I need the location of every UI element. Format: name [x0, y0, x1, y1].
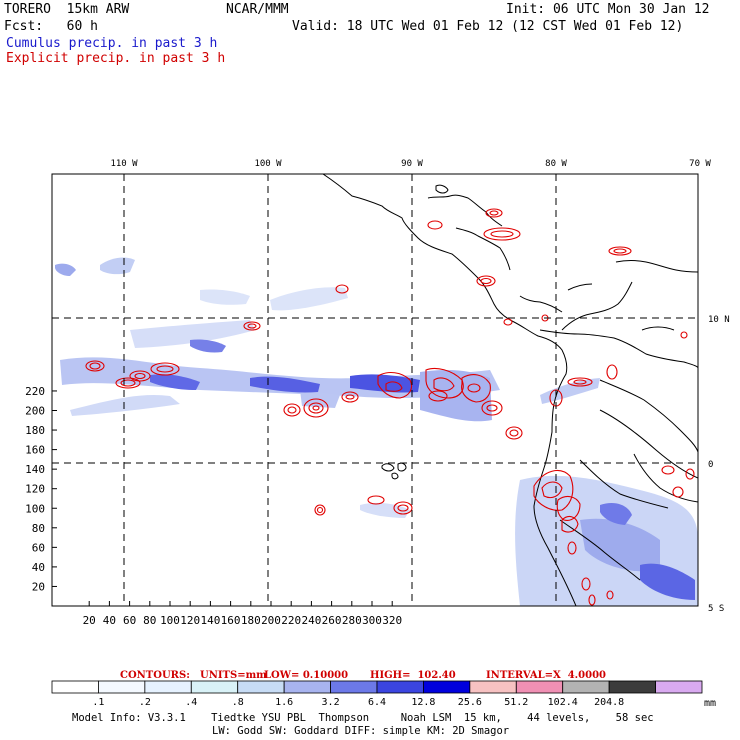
x-tick-label: 320: [382, 614, 402, 627]
y-tick-label: 200: [25, 405, 45, 418]
x-tick-label: 260: [322, 614, 342, 627]
legend-explicit: Explicit precip. in past 3 h: [6, 51, 226, 66]
y-tick-label: 160: [25, 444, 45, 457]
y-tick-label: 140: [25, 463, 45, 476]
x-tick-label: 180: [241, 614, 261, 627]
x-tick-label: 80: [143, 614, 156, 627]
colorbar-label: 6.4: [368, 697, 386, 708]
model-info-line1: Model Info: V3.3.1 Tiedtke YSU PBL Thomp…: [72, 712, 654, 724]
colorbar-label: 204.8: [594, 697, 624, 708]
x-tick-label: 240: [301, 614, 321, 627]
contour-units: UNITS=mm: [200, 670, 267, 681]
valid-time: Valid: 18 UTC Wed 01 Feb 12 (12 CST Wed …: [292, 19, 684, 34]
x-tick-label: 120: [180, 614, 200, 627]
x-tick-label: 280: [342, 614, 362, 627]
lon-label-90w: 90 W: [401, 159, 423, 169]
y-tick-label: 100: [25, 502, 45, 515]
contour-interval: INTERVAL=X 4.0000: [486, 670, 606, 681]
y-tick-label: 80: [32, 522, 45, 535]
y-tick-label: 40: [32, 561, 45, 574]
y-tick-label: 220: [25, 385, 45, 398]
colorbar-label: .2: [139, 697, 151, 708]
colorbar-swatch: [608, 680, 656, 694]
precip-shading: [55, 257, 698, 606]
x-tick-label: 200: [261, 614, 281, 627]
colorbar-swatch: [655, 680, 703, 694]
lat-label-5s: 5 S: [708, 604, 724, 614]
y-tick-label: 20: [32, 580, 45, 593]
colorbar-label: 1.6: [275, 697, 293, 708]
x-tick-label: 20: [83, 614, 96, 627]
x-tick-label: 160: [221, 614, 241, 627]
x-tick-label: 140: [200, 614, 220, 627]
colorbar-label: 12.8: [411, 697, 435, 708]
x-tick-label: 40: [103, 614, 116, 627]
x-tick-label: 220: [281, 614, 301, 627]
y-tick-label: 120: [25, 483, 45, 496]
lat-label-10n: 10 N: [708, 315, 730, 325]
init-time: Init: 06 UTC Mon 30 Jan 12: [506, 2, 710, 17]
colorbar-label: .1: [92, 697, 104, 708]
center-label: NCAR/MMM: [226, 2, 289, 17]
plot-frame: [51, 173, 699, 607]
x-tick-label: 60: [123, 614, 136, 627]
contour-label: CONTOURS:: [120, 670, 190, 681]
x-tick-label: 100: [160, 614, 180, 627]
legend-cumulus: Cumulus precip. in past 3 h: [6, 36, 218, 51]
y-tick-label: 60: [32, 541, 45, 554]
colorbar-swatch: [51, 680, 99, 694]
colorbar: [51, 680, 703, 694]
lon-label-100w: 100 W: [254, 159, 282, 169]
colorbar-units: mm: [704, 698, 716, 709]
colorbar-label: 25.6: [458, 697, 482, 708]
y-tick-label: 180: [25, 424, 45, 437]
colorbar-label: .4: [185, 697, 197, 708]
colorbar-label: 3.2: [322, 697, 340, 708]
contour-low: LOW= 0.10000: [264, 670, 349, 681]
lon-label-110w: 110 W: [110, 159, 138, 169]
model-info-line2: LW: Godd SW: Goddard DIFF: simple KM: 2D…: [212, 725, 510, 737]
colorbar-label: .8: [232, 697, 244, 708]
latlon-grid: [52, 174, 698, 606]
colorbar-label: 102.4: [548, 697, 578, 708]
explicit-contours: [85, 208, 695, 606]
colorbar-label: 51.2: [504, 697, 528, 708]
lat-label-0: 0: [708, 460, 713, 470]
contour-high: HIGH= 102.40: [370, 670, 456, 681]
forecast-hour: Fcst: 60 h: [4, 19, 98, 34]
model-title: TORERO 15km ARW: [4, 2, 130, 17]
lon-label-80w: 80 W: [545, 159, 567, 169]
lon-label-70w: 70 W: [689, 159, 711, 169]
x-tick-label: 300: [362, 614, 382, 627]
